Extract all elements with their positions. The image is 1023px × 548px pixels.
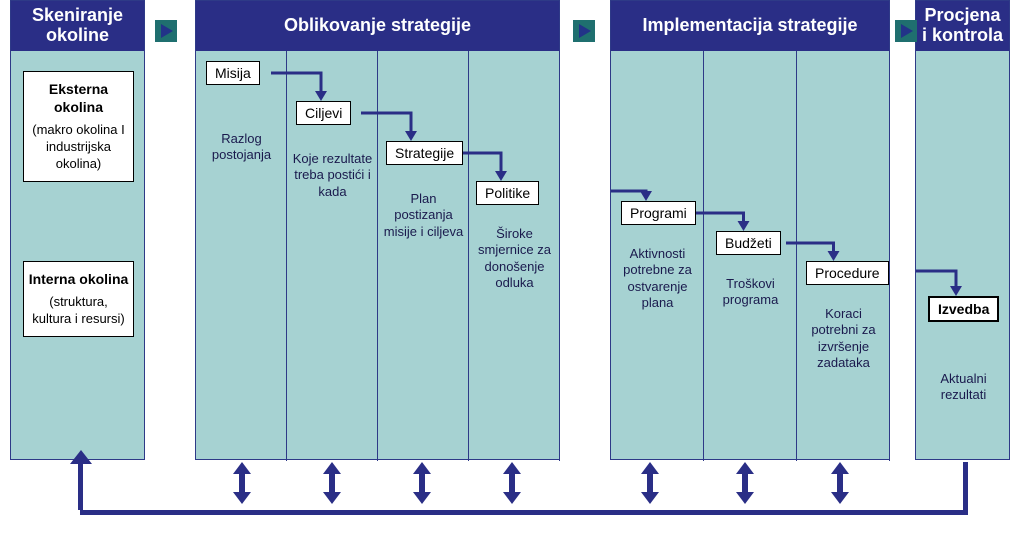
feedback-left-up — [78, 462, 83, 510]
panel-eval: Procjena i kontrola Izvedba Aktualni rezu… — [915, 0, 1010, 460]
panel-header-eval: Procjena i kontrola — [916, 1, 1009, 51]
connector-arrow-0 — [155, 20, 177, 42]
panel-impl: Implementacija strategije Programi Aktivn… — [610, 0, 890, 460]
env-external-sub: (makro okolina I industrijska okolina) — [28, 122, 129, 173]
feedback-double-arrow-4 — [641, 462, 659, 504]
env-internal-sub: (struktura, kultura i resursi) — [28, 294, 129, 328]
impl-col-2 — [797, 51, 890, 461]
connector-arrow-2 — [895, 20, 917, 42]
form-col-2 — [378, 51, 469, 461]
impl-desc-2: Koraci potrebni za izvršenje zadataka — [801, 306, 886, 371]
feedback-right-drop — [963, 462, 968, 515]
feedback-arrowhead-up — [70, 450, 92, 464]
impl-col-1 — [704, 51, 797, 461]
impl-box-2: Procedure — [806, 261, 889, 285]
form-desc-3: Široke smjernice za donošenje odluka — [473, 226, 556, 291]
feedback-double-arrow-1 — [323, 462, 341, 504]
form-box-1: Ciljevi — [296, 101, 351, 125]
impl-box-0: Programi — [621, 201, 696, 225]
form-desc-2: Plan postizanja misije i ciljeva — [382, 191, 465, 240]
feedback-double-arrow-3 — [503, 462, 521, 504]
panel-body-eval: Izvedba Aktualni rezultati — [916, 51, 1009, 461]
panel-header-impl: Implementacija strategije — [611, 1, 889, 51]
panel-form: Oblikovanje strategije Misija Razlog post… — [195, 0, 560, 460]
panel-scan: Skeniranje okoline Eksterna okolina (makro… — [10, 0, 145, 460]
impl-box-1: Budžeti — [716, 231, 781, 255]
panel-body-impl: Programi Aktivnosti potrebne za ostvarenj… — [611, 51, 889, 461]
impl-desc-1: Troškovi programa — [708, 276, 793, 309]
connector-arrow-1 — [573, 20, 595, 42]
form-desc-1: Koje rezultate treba postići i kada — [291, 151, 374, 200]
panel-body-scan: Eksterna okolina (makro okolina I industr… — [11, 51, 144, 461]
impl-desc-0: Aktivnosti potrebne za ostvarenje plana — [615, 246, 700, 311]
feedback-double-arrow-2 — [413, 462, 431, 504]
eval-box: Izvedba — [928, 296, 999, 322]
env-internal-title: Interna okolina — [28, 270, 129, 288]
env-internal: Interna okolina (struktura, kultura i res… — [23, 261, 134, 337]
form-box-2: Strategije — [386, 141, 463, 165]
feedback-double-arrow-0 — [233, 462, 251, 504]
panel-header-form: Oblikovanje strategije — [196, 1, 559, 51]
feedback-hline — [80, 510, 965, 515]
form-desc-0: Razlog postojanja — [200, 131, 283, 164]
env-external: Eksterna okolina (makro okolina I industr… — [23, 71, 134, 182]
form-box-3: Politike — [476, 181, 539, 205]
panel-header-scan: Skeniranje okoline — [11, 1, 144, 51]
feedback-double-arrow-6 — [831, 462, 849, 504]
eval-desc: Aktualni rezultati — [922, 371, 1005, 404]
feedback-double-arrow-5 — [736, 462, 754, 504]
form-box-0: Misija — [206, 61, 260, 85]
panel-body-form: Misija Razlog postojanja Ciljevi Koje rezul… — [196, 51, 559, 461]
form-col-0 — [196, 51, 287, 461]
env-external-title: Eksterna okolina — [28, 80, 129, 116]
